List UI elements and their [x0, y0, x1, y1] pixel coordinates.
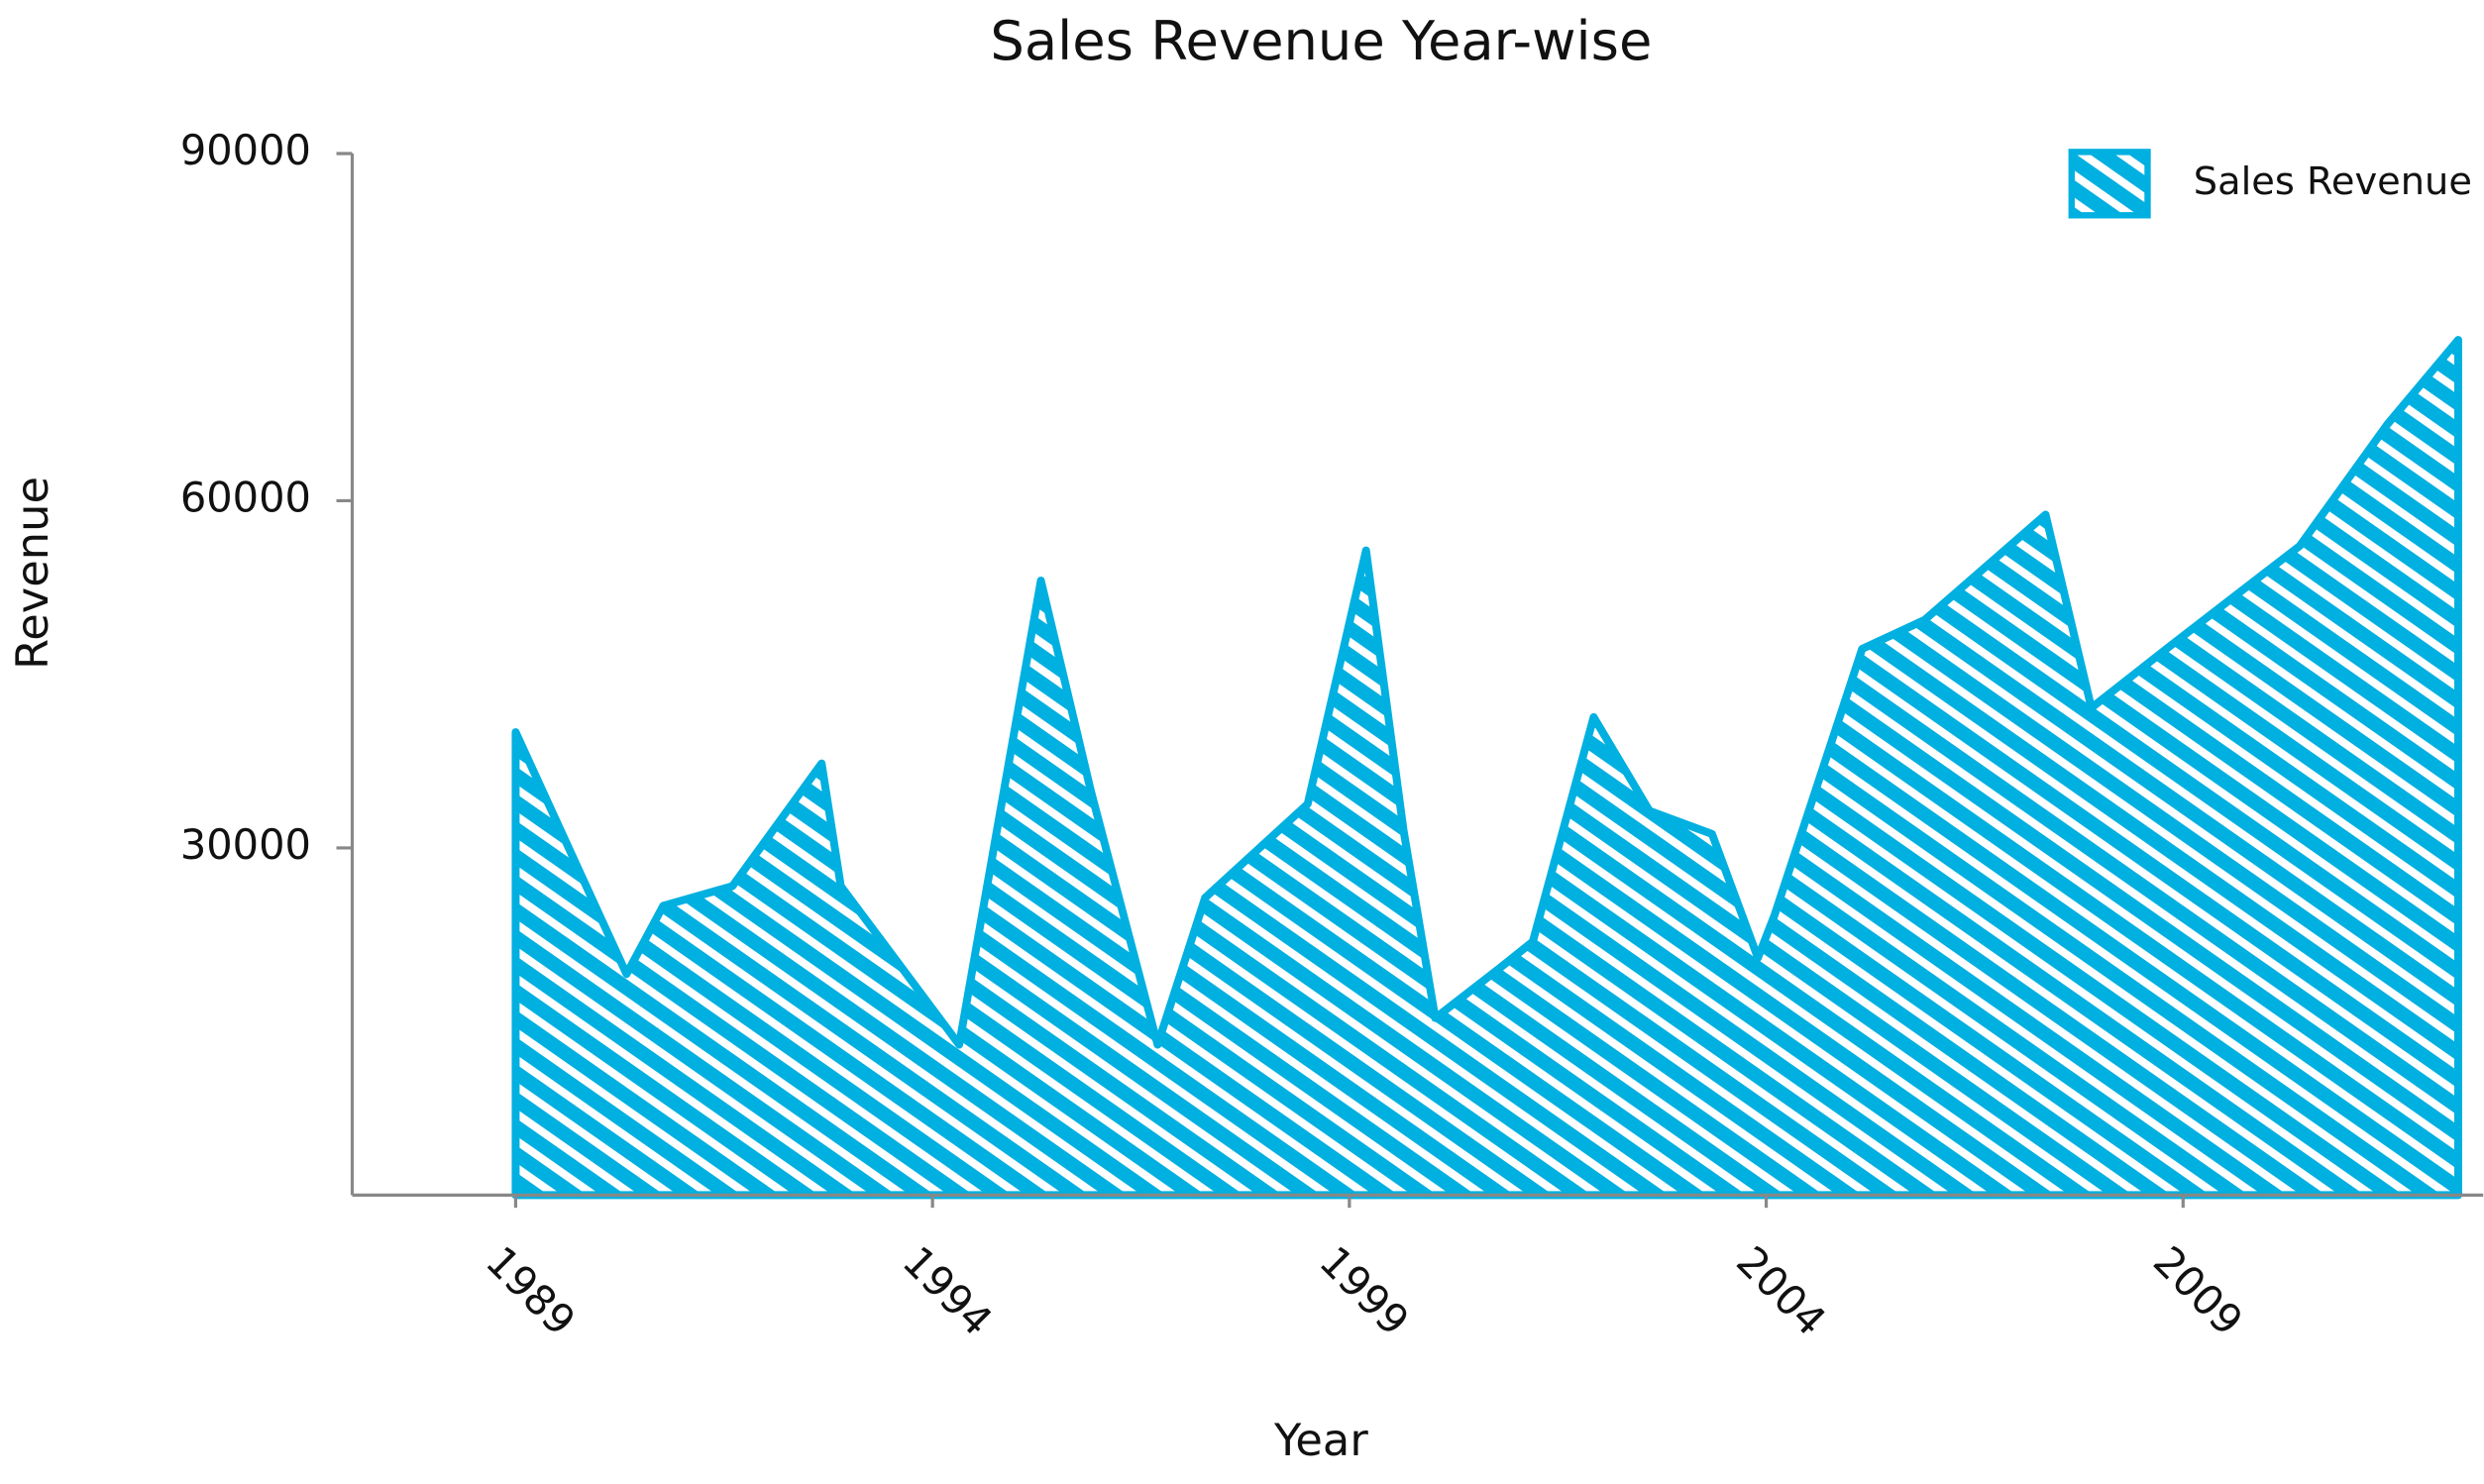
x-axis-title: Year	[1273, 1414, 1368, 1466]
x-tick-label: 1989	[477, 1236, 585, 1344]
x-tick-label: 1994	[894, 1236, 1002, 1344]
y-tick-label: 90000	[180, 126, 311, 174]
y-tick-label: 60000	[180, 473, 311, 521]
y-tick-label: 30000	[180, 820, 311, 869]
legend-label: Sales Revenue	[2194, 159, 2472, 204]
legend-swatch	[2068, 149, 2151, 219]
y-axis-title: Revenue	[6, 477, 58, 670]
x-tick-label: 2004	[1727, 1236, 1835, 1344]
x-tick-label: 2009	[2144, 1236, 2252, 1344]
x-tick-label: 1999	[1310, 1236, 1418, 1344]
chart-title: Sales Revenue Year-wise	[990, 10, 1652, 72]
area	[511, 336, 2462, 1200]
